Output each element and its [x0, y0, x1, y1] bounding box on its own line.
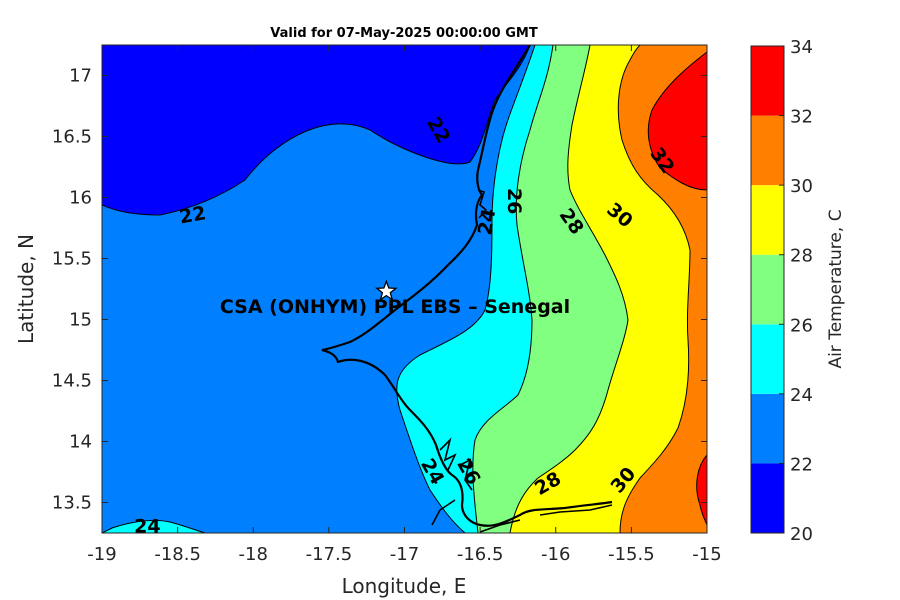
colorbar-segment: [751, 254, 784, 325]
contour-label: 24: [134, 515, 160, 537]
colorbar-tick-label: 20: [790, 524, 813, 545]
colorbar-segment: [751, 463, 784, 533]
colorbar-tick-label: 24: [790, 385, 813, 406]
x-tick-label: -18.5: [154, 544, 201, 565]
x-tick-label: -16.5: [457, 544, 504, 565]
colorbar-segment: [751, 46, 784, 116]
contour-label: 24: [474, 207, 500, 237]
colorbar: 20 22 24 26 28 30 32 34: [750, 37, 813, 545]
site-marker-layer: CSA (ONHYM) PPL EBS – Senegal: [220, 279, 570, 318]
contour-label: 26: [503, 188, 525, 214]
y-tick-label: 15.5: [52, 249, 92, 270]
y-tick-label: 16.5: [52, 127, 92, 148]
contour-label: 22: [178, 202, 208, 228]
x-axis-ticks: -19 -18.5 -18 -17.5 -17 -16.5 -16 -15.5 -15: [87, 45, 722, 565]
colorbar-segment: [751, 393, 784, 464]
colorbar-tick-label: 30: [790, 176, 813, 197]
band-32-34: [647, 51, 707, 191]
colorbar-frame: [750, 45, 785, 534]
x-tick-label: -16: [541, 544, 570, 565]
site-label: CSA (ONHYM) PPL EBS – Senegal: [220, 296, 570, 318]
x-tick-label: -15: [692, 544, 721, 565]
colorbar-segment: [751, 115, 784, 186]
x-tick-label: -18: [239, 544, 268, 565]
y-axis-ticks: 13.5 14 14.5 15 15.5 16 16.5 17: [52, 66, 707, 514]
y-tick-label: 13.5: [52, 493, 92, 514]
x-tick-label: -15.5: [608, 544, 655, 565]
colorbar-tick-label: 34: [790, 37, 813, 58]
band-32-34-se: [696, 454, 707, 526]
colorbar-tick-label: 22: [790, 454, 813, 475]
x-axis-label: Longitude, E: [342, 574, 467, 598]
colorbar-tick-label: 32: [790, 107, 813, 128]
coastline-detail: [431, 189, 613, 533]
band-24-26-sw: [102, 519, 206, 533]
y-tick-label: 14.5: [52, 371, 92, 392]
x-tick-label: -17.5: [306, 544, 353, 565]
y-tick-label: 14: [69, 432, 92, 453]
colorbar-tick-label: 28: [790, 246, 813, 267]
x-tick-label: -17: [390, 544, 419, 565]
colorbar-tick-label: 26: [790, 315, 813, 336]
y-tick-label: 17: [69, 66, 92, 87]
band-20-22: [102, 45, 531, 216]
site-star-icon: [375, 279, 398, 302]
y-axis-label: Latitude, N: [14, 234, 38, 344]
x-tick-label: -19: [87, 544, 116, 565]
colorbar-segment: [751, 324, 784, 394]
y-tick-label: 16: [69, 188, 92, 209]
colorbar-segment: [751, 185, 784, 255]
chart-title: Valid for 07-May-2025 00:00:00 GMT: [270, 26, 538, 41]
colorbar-label: Air Temperature, C: [826, 209, 846, 368]
contour-field: [102, 45, 707, 533]
y-tick-label: 15: [69, 310, 92, 331]
coastline: [321, 45, 613, 527]
